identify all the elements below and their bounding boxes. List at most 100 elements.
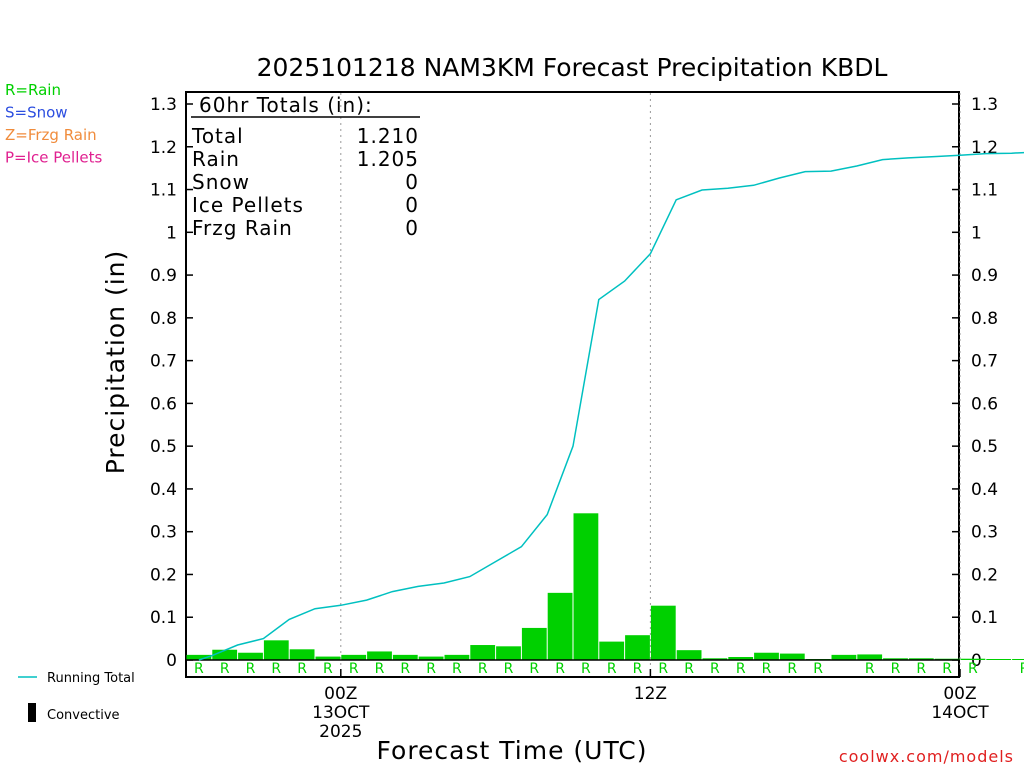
y-tick-label-right: 0.6 (971, 394, 998, 414)
totals-row-label: Snow (192, 170, 250, 194)
precip-bar (186, 654, 212, 660)
y-tick-label-left: 0.2 (150, 565, 177, 585)
y-tick-label-left: 1.3 (150, 95, 177, 115)
precip-bar (496, 646, 521, 660)
y-tick-label-right: 1.3 (971, 95, 998, 115)
precip-type-label: R (478, 661, 488, 677)
precip-type-label: R (968, 661, 978, 677)
precip-bar (831, 654, 857, 660)
precip-type-label: R (555, 661, 565, 677)
precip-bar (392, 654, 418, 660)
precip-bar (986, 659, 1012, 660)
type-legend-item: Z=Frzg Rain (5, 126, 97, 144)
precip-bar (289, 649, 315, 660)
precip-type-label: R (1020, 661, 1024, 677)
precip-type-row: RRRRRRRRRRRRRRRRRRRRRRRRRRRRRRRRRRRRRRRR… (194, 661, 1024, 677)
precip-bar (625, 635, 650, 660)
precip-type-label: R (865, 661, 875, 677)
x-tick-label: 00Z (943, 684, 976, 704)
precip-type-label: R (452, 661, 462, 677)
precip-type-label: R (246, 661, 256, 677)
y-tick-label-left: 0.3 (150, 523, 177, 543)
precip-type-label: R (684, 661, 694, 677)
precip-bar (573, 513, 599, 660)
precip-type-label: R (916, 661, 926, 677)
totals-row-value: 0 (405, 170, 419, 194)
y-tick-label-right: 0.8 (971, 309, 998, 329)
x-tick-label: 2025 (319, 722, 362, 742)
y-tick-label-right: 0.1 (971, 608, 998, 628)
totals-box: 60hr Totals (in): Total 1.210 Rain 1.205 Sno… (191, 93, 420, 240)
precip-bar (599, 641, 625, 660)
x-tick-label: 13OCT (312, 703, 370, 723)
type-legend-item: R=Rain (5, 81, 61, 99)
y-tick-label-left: 1.1 (150, 181, 177, 201)
precip-type-label: R (323, 661, 333, 677)
precip-type-label: R (633, 661, 643, 677)
x-axis-title: Forecast Time (UTC) (377, 736, 648, 765)
precip-type-label: R (220, 661, 230, 677)
totals-row-value: 1.205 (357, 147, 419, 171)
totals-row-value: 1.210 (357, 124, 419, 148)
y-tick-label-right: 0.5 (971, 437, 998, 457)
precip-type-label: R (813, 661, 823, 677)
y-tick-label-left: 1.2 (150, 138, 177, 158)
credit-text: coolwx.com/models (839, 747, 1014, 766)
precip-type-label: R (400, 661, 410, 677)
y-tick-label-left: 0 (166, 651, 177, 671)
precip-type-label: R (891, 661, 901, 677)
y-tick-label-right: 0 (971, 651, 982, 671)
totals-row-label: Frzg Rain (192, 216, 293, 240)
precip-type-label: R (194, 661, 204, 677)
precip-type-label: R (607, 661, 617, 677)
precip-bar (470, 645, 496, 660)
x-tick-label: 12Z (634, 684, 667, 704)
y-axis-right: 00.10.20.30.40.50.60.70.80.911.11.21.3 (952, 95, 998, 671)
x-axis: 00Z13OCT202512Z00Z14OCT12Z00Z15OCT (312, 669, 989, 742)
convective-legend-swatch (28, 703, 36, 722)
precip-type-label: R (426, 661, 436, 677)
precip-type-label: R (581, 661, 591, 677)
chart-title: 2025101218 NAM3KM Forecast Precipitation… (257, 53, 888, 82)
running-total-series (198, 151, 1024, 661)
precip-type-label: R (271, 661, 281, 677)
totals-header: 60hr Totals (in): (199, 93, 373, 117)
precip-bar (1012, 659, 1024, 660)
totals-row-label: Rain (192, 147, 240, 171)
plot-frame (185, 91, 960, 678)
y-tick-label-left: 0.6 (150, 394, 177, 414)
precip-bar (676, 650, 702, 660)
y-tick-label-right: 0.7 (971, 352, 998, 372)
precip-bar (960, 658, 986, 660)
y-tick-label-left: 0.5 (150, 437, 177, 457)
totals-row-value: 0 (405, 216, 419, 240)
precip-type-label: R (529, 661, 539, 677)
type-legend-item: S=Snow (5, 104, 68, 122)
y-tick-label-left: 0.8 (150, 309, 177, 329)
precip-bar (908, 658, 934, 660)
y-tick-label-left: 0.1 (150, 608, 177, 628)
precip-bar (650, 605, 676, 660)
grid-lines (340, 93, 961, 676)
y-axis-left: 0 0.1 0.2 0.3 0.4 0.5 0.6 0.7 0.8 0.9 1 1.1 1.2 1.3 (150, 95, 193, 671)
y-axis-title: Precipitation (in) (101, 250, 130, 475)
precip-type-label: R (736, 661, 746, 677)
precip-bar (238, 652, 263, 660)
precip-bar (315, 656, 341, 660)
type-legend: R=Rain S=Snow Z=Frzg Rain P=Ice Pellets (5, 81, 102, 167)
y-tick-label-right: 1.1 (971, 181, 998, 201)
type-legend-item: P=Ice Pellets (5, 149, 102, 167)
precip-bar (883, 658, 908, 660)
precip-type-label: R (504, 661, 514, 677)
precip-bar (367, 651, 392, 660)
precip-type-label: R (762, 661, 772, 677)
y-tick-label-right: 0.4 (971, 480, 998, 500)
y-tick-label-left: 0.7 (150, 352, 177, 372)
x-tick-label: 00Z (324, 684, 357, 704)
precip-type-label: R (349, 661, 359, 677)
precip-bar (728, 657, 754, 660)
precip-bar (702, 658, 728, 660)
series-legend: Running Total Convective (18, 671, 135, 723)
y-tick-label-left: 1 (166, 223, 177, 243)
